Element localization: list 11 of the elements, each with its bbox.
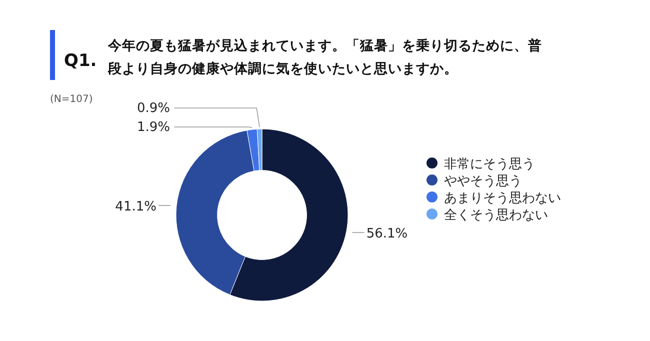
legend-label: ややそう思う (444, 174, 522, 189)
chart-subtitle: 今年の夏も猛暑が見込まれています。「猛暑」を乗り切るために、普段より自身の健康や体調に気を使いたいと思いますか。 (107, 37, 542, 77)
chart-title: Q1. (64, 51, 97, 71)
legend-label: 全くそう思わない (444, 208, 548, 223)
data-label: 56.1% (366, 226, 408, 242)
data-label: 41.1% (115, 199, 156, 214)
text: (N=107) (50, 94, 93, 105)
legend-label: 非常にそう思う (444, 157, 535, 172)
legend-label: あまりそう思わない (444, 191, 561, 206)
data-label: 0.9% (136, 101, 170, 116)
data-label: 1.9% (136, 120, 170, 135)
